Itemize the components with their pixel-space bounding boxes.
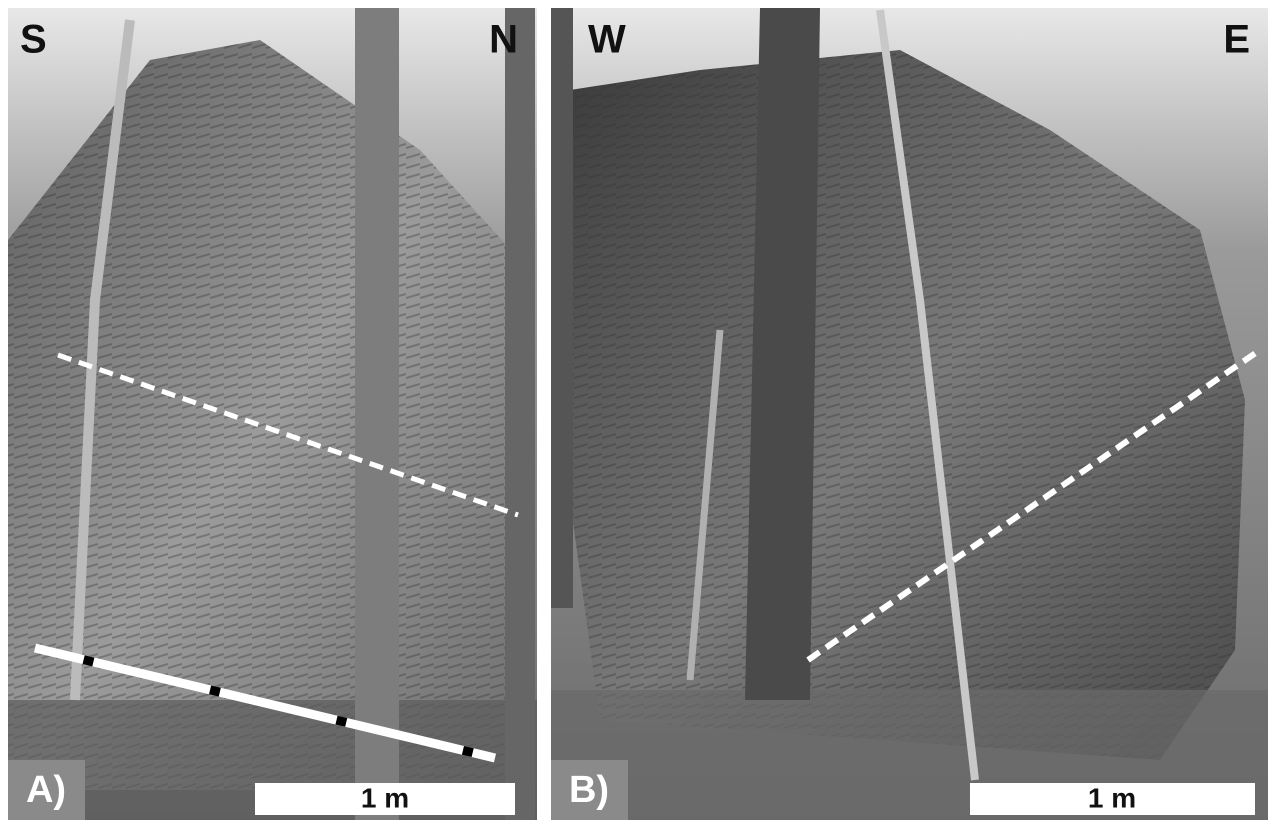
figure: S N A) 1 m W E B) 1 m	[0, 0, 1274, 825]
tree-trunk	[551, 8, 573, 608]
direction-label: E	[1223, 18, 1250, 62]
scale-bar-label: 1 m	[361, 782, 409, 813]
tree-trunk	[355, 8, 399, 820]
panel-b: W E B) 1 m	[551, 8, 1268, 820]
direction-label: N	[489, 18, 518, 62]
tree-trunk	[505, 8, 535, 820]
panel-label: B)	[569, 769, 609, 811]
panel-a: S N A) 1 m	[8, 8, 537, 820]
direction-label: S	[20, 18, 47, 62]
scale-bar-label: 1 m	[1088, 782, 1136, 813]
direction-label: W	[588, 18, 626, 62]
panel-label: A)	[26, 769, 66, 811]
